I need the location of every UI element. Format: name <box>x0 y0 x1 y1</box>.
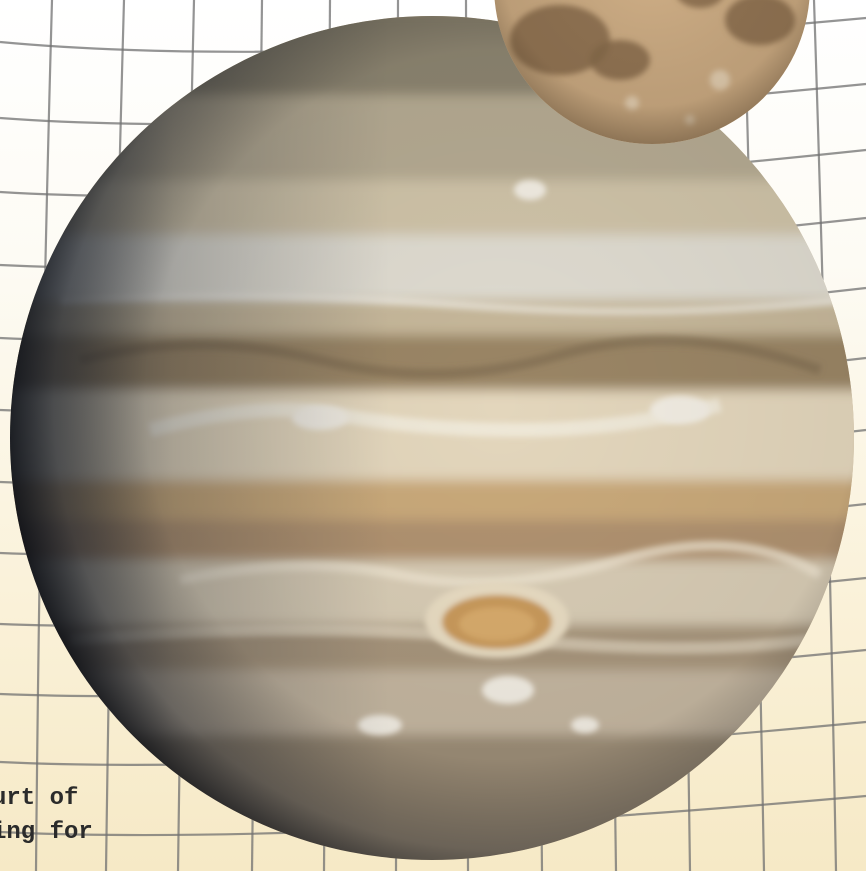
caption-text: urt of ing for <box>0 782 192 850</box>
caption-line-2: ing for <box>0 819 93 846</box>
caption-line-1: urt of <box>0 785 79 812</box>
